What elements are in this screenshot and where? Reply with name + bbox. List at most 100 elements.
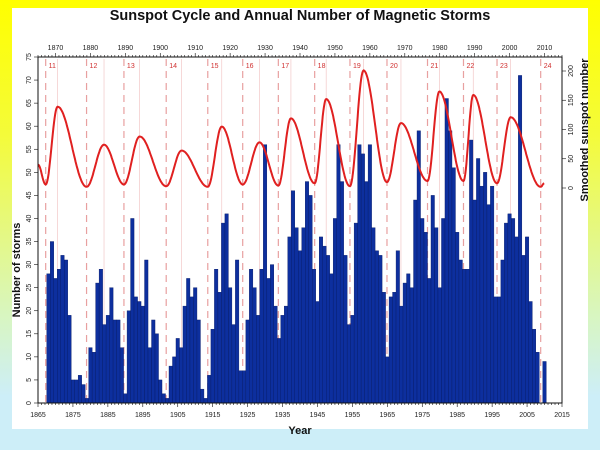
cycle-label: 21: [431, 63, 439, 70]
storm-bar: [168, 365, 173, 404]
storm-bar: [528, 301, 533, 404]
cycle-label: 24: [544, 63, 552, 70]
storm-bar: [175, 338, 180, 404]
storm-bar: [479, 185, 484, 404]
storm-bar: [490, 185, 495, 404]
storm-bar: [256, 315, 261, 404]
x-tick-label: 1905: [170, 412, 186, 419]
storm-bar: [126, 310, 131, 404]
storm-bar: [284, 305, 288, 404]
y-tick-label: 20: [26, 307, 33, 315]
storm-bar: [385, 356, 390, 404]
storm-bar: [497, 296, 502, 404]
storm-bar: [388, 296, 393, 404]
x-tick-label: 1895: [135, 412, 151, 419]
storm-bar: [360, 153, 365, 404]
storm-bar: [346, 324, 351, 404]
storm-bar: [95, 282, 100, 404]
storm-bar: [119, 347, 124, 404]
x-top-tick-label: 1970: [397, 45, 413, 52]
storm-bar: [434, 227, 439, 404]
storm-bars: [46, 75, 547, 404]
storm-bar: [98, 269, 103, 404]
y2-tick-label: 0: [568, 186, 575, 190]
sunspot-line: [37, 69, 545, 188]
y2-tick-label: 150: [568, 94, 575, 106]
x-tick-label: 1975: [414, 412, 430, 419]
storm-bar: [147, 347, 152, 404]
storm-bar: [200, 388, 205, 404]
storm-bar: [74, 379, 79, 404]
storm-bar: [277, 338, 281, 404]
storm-bar: [217, 292, 222, 404]
storm-bar: [158, 379, 163, 404]
storm-bar: [263, 144, 268, 404]
x-top-tick-label: 1930: [257, 45, 273, 52]
storm-bar: [266, 278, 271, 404]
storm-bar: [210, 328, 215, 404]
storm-bar: [133, 296, 138, 404]
storm-bar: [242, 370, 247, 404]
x-top-tick-label: 1980: [432, 45, 448, 52]
storm-bar: [486, 204, 491, 404]
storm-bar: [102, 324, 107, 404]
storm-bar: [105, 315, 110, 404]
storm-bar: [315, 301, 320, 404]
storm-bar: [151, 319, 156, 404]
storm-bar: [84, 398, 89, 404]
x-top-tick-label: 2000: [502, 45, 518, 52]
storm-bar: [378, 255, 383, 404]
storm-bar: [305, 181, 309, 404]
x-tick-label: 1945: [310, 412, 326, 419]
y-tick-label: 50: [26, 168, 33, 176]
storm-bar: [472, 199, 477, 404]
storm-bar: [137, 301, 142, 404]
storm-bar: [392, 292, 397, 404]
storm-bar: [322, 245, 327, 404]
storm-bar: [221, 222, 226, 404]
x-top-tick-label: 1900: [152, 45, 168, 52]
storm-bar: [67, 315, 72, 404]
storm-bar: [179, 347, 184, 404]
storm-bar: [63, 259, 68, 404]
storm-bar: [259, 269, 264, 404]
storm-bar: [196, 319, 201, 404]
storm-bar: [374, 250, 379, 404]
x-tick-label: 1925: [240, 412, 256, 419]
storm-bar: [298, 250, 302, 404]
cycle-label: 22: [466, 63, 474, 70]
storm-bar: [532, 328, 536, 404]
storm-bar: [423, 232, 428, 404]
x-top-tick-label: 1990: [467, 45, 483, 52]
storm-bar: [430, 195, 435, 404]
x-tick-label: 1865: [30, 412, 46, 419]
storm-bar: [483, 172, 488, 404]
storm-bar: [339, 181, 344, 404]
storm-bar: [182, 305, 187, 404]
storm-bar: [109, 287, 114, 404]
y-tick-label: 30: [26, 261, 33, 269]
storm-bar: [252, 287, 257, 404]
x-tick-label: 1955: [345, 412, 361, 419]
axes: 1865 1875 1885 1895 1905 1915 1925 1935 1945 1955…: [26, 45, 575, 419]
storm-bar: [53, 278, 58, 404]
x-tick-label: 1995: [484, 412, 500, 419]
y-tick-label: 40: [26, 214, 33, 222]
storm-bar: [193, 287, 198, 404]
storm-bar: [413, 199, 418, 404]
storm-bar: [189, 296, 194, 404]
x-tick-label: 1885: [100, 412, 116, 419]
x-top-tick-label: 1960: [362, 45, 378, 52]
storm-bar: [493, 296, 498, 404]
storm-bar: [280, 315, 285, 404]
storm-bar: [518, 75, 523, 404]
storm-bar: [420, 218, 425, 404]
storm-bar: [500, 259, 505, 404]
storm-bar: [521, 255, 526, 404]
storm-bar: [231, 324, 236, 404]
storm-bar: [535, 352, 540, 404]
storm-bar: [319, 236, 323, 404]
storm-bar: [455, 232, 460, 404]
x-top-tick-label: 1920: [222, 45, 238, 52]
